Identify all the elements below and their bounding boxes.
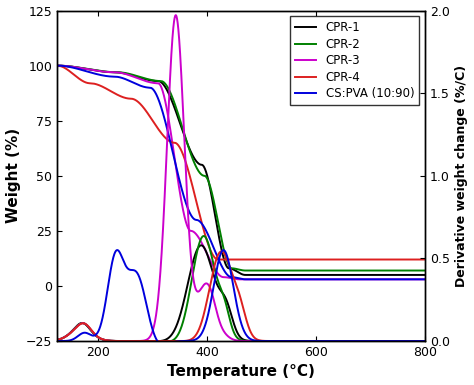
- CPR-1: [294, 273, 300, 277]
- X-axis label: Temperature (°C): Temperature (°C): [167, 365, 315, 380]
- CPR-2: [195, 167, 201, 172]
- CPR-3: [422, 277, 428, 282]
- CPR-2: [422, 268, 428, 273]
- CPR-4: [357, 257, 363, 262]
- CPR-1: [329, 273, 335, 277]
- CPR-2: [357, 268, 363, 273]
- CPR-4: [121, 95, 127, 100]
- CPR-2: [294, 268, 300, 273]
- CPR-3: [275, 277, 281, 282]
- CS:PVA (10:90): [357, 277, 363, 282]
- CPR-2: [329, 268, 335, 273]
- Line: CPR-1: CPR-1: [57, 65, 425, 275]
- CPR-1: [243, 273, 248, 277]
- Legend: CPR-1, CPR-2, CPR-3, CPR-4, CS:PVA (10:90): CPR-1, CPR-2, CPR-3, CPR-4, CS:PVA (10:9…: [291, 17, 419, 105]
- CPR-3: [195, 234, 201, 239]
- CPR-2: [243, 268, 248, 273]
- CPR-3: [294, 277, 300, 282]
- Line: CS:PVA (10:90): CS:PVA (10:90): [57, 65, 425, 280]
- CS:PVA (10:90): [121, 76, 127, 81]
- CPR-2: [55, 63, 60, 68]
- CPR-1: [422, 273, 428, 277]
- Line: CPR-2: CPR-2: [57, 65, 425, 271]
- Y-axis label: Derivative weight change (%/C): Derivative weight change (%/C): [456, 65, 468, 287]
- CS:PVA (10:90): [195, 218, 201, 223]
- CPR-4: [422, 257, 428, 262]
- CPR-4: [55, 63, 60, 68]
- CPR-2: [275, 268, 281, 273]
- CPR-4: [275, 257, 281, 262]
- CPR-1: [121, 71, 127, 75]
- CPR-1: [195, 161, 201, 165]
- CPR-3: [329, 277, 335, 282]
- CS:PVA (10:90): [243, 277, 248, 282]
- CS:PVA (10:90): [55, 63, 60, 68]
- CPR-4: [329, 257, 335, 262]
- CS:PVA (10:90): [422, 277, 428, 282]
- CS:PVA (10:90): [275, 277, 281, 282]
- Line: CPR-3: CPR-3: [57, 65, 425, 280]
- CPR-4: [195, 205, 201, 210]
- CPR-3: [237, 277, 243, 282]
- CPR-1: [275, 273, 281, 277]
- CPR-4: [215, 257, 221, 262]
- CPR-4: [294, 257, 300, 262]
- Y-axis label: Weight (%): Weight (%): [6, 128, 20, 223]
- CS:PVA (10:90): [329, 277, 335, 282]
- Line: CPR-4: CPR-4: [57, 65, 425, 259]
- CPR-3: [357, 277, 363, 282]
- CPR-3: [121, 71, 127, 76]
- CPR-2: [121, 70, 127, 75]
- CPR-1: [55, 63, 60, 68]
- CS:PVA (10:90): [294, 277, 300, 282]
- CPR-1: [357, 273, 363, 277]
- CPR-3: [55, 63, 60, 68]
